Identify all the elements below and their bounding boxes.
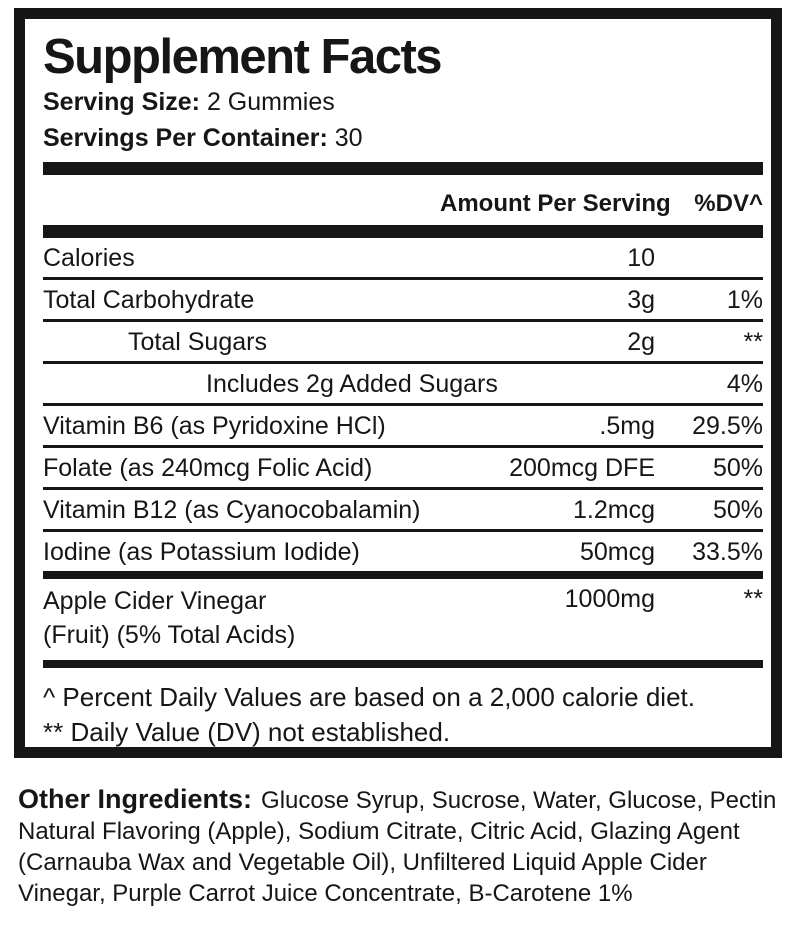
servings-per-container-line: Servings Per Container: 30 [43, 122, 763, 155]
footnote-daily-values: ^ Percent Daily Values are based on a 2,… [43, 682, 695, 713]
nutrient-amount: 2g [627, 328, 655, 357]
nutrient-name: Total Sugars [128, 328, 267, 357]
nutrient-dv: ** [743, 585, 763, 614]
panel-title: Supplement Facts [43, 30, 443, 84]
divider-medium-2 [43, 660, 763, 669]
nutrient-amount: 1.2mcg [573, 496, 655, 525]
divider-thick-header [43, 225, 763, 239]
footnotes: ^ Percent Daily Values are based on a 2,… [43, 668, 763, 748]
column-header-row: Amount Per Serving %DV^ [43, 175, 763, 225]
nutrient-row-folate: Folate (as 240mcg Folic Acid) 200mcg DFE… [43, 448, 763, 491]
other-ingredients-text: Glucose Syrup, Sucrose, Water, Glucose, … [18, 787, 777, 907]
serving-size-line: Serving Size: 2 Gummies [43, 86, 763, 119]
nutrient-row-vitamin-b12: Vitamin B12 (as Cyanocobalamin) 1.2mcg 5… [43, 490, 763, 533]
amount-column-header: Amount Per Serving [440, 190, 671, 218]
nutrient-amount: 50mcg [579, 538, 655, 567]
nutrient-name: Vitamin B12 (as Cyanocobalamin) [43, 496, 421, 525]
nutrient-name: Iodine (as Potassium Iodide) [43, 538, 360, 567]
nutrient-dv: 50% [712, 454, 763, 483]
divider-thick-top [43, 162, 763, 176]
nutrient-row-added-sugars: Includes 2g Added Sugars 4% [43, 364, 763, 407]
nutrient-amount: 1000mg [564, 585, 655, 614]
nutrient-row-total-carbohydrate: Total Carbohydrate 3g 1% [43, 280, 763, 323]
nutrient-dv: 33.5% [692, 538, 763, 567]
nutrient-name: Total Carbohydrate [43, 286, 255, 315]
nutrient-row-calories: Calories 10 [43, 238, 763, 281]
other-ingredients-heading: Other Ingredients: [18, 784, 253, 814]
nutrient-row-apple-cider-vinegar: Apple Cider Vinegar (Fruit) (5% Total Ac… [43, 579, 763, 660]
nutrient-dv: 29.5% [692, 412, 763, 441]
footnote-dv-not-established: ** Daily Value (DV) not established. [43, 717, 451, 748]
supplement-facts-panel: Supplement Facts Serving Size: 2 Gummies… [14, 8, 782, 758]
servings-per-container-value: 30 [334, 124, 363, 153]
nutrient-name: Vitamin B6 (as Pyridoxine HCl) [43, 412, 386, 441]
nutrient-name: Folate (as 240mcg Folic Acid) [43, 454, 373, 483]
nutrient-row-total-sugars: Total Sugars 2g ** [43, 322, 763, 365]
nutrient-amount: 10 [627, 244, 655, 273]
servings-per-container-label: Servings Per Container: [43, 124, 328, 153]
nutrient-amount: 200mcg DFE [509, 454, 655, 483]
nutrient-row-iodine: Iodine (as Potassium Iodide) 50mcg 33.5% [43, 532, 763, 571]
divider-medium-1 [43, 571, 763, 580]
nutrient-name-line1: Apple Cider Vinegar [43, 587, 267, 616]
nutrient-dv: 50% [712, 496, 763, 525]
nutrient-name: Apple Cider Vinegar (Fruit) (5% Total Ac… [43, 584, 440, 652]
nutrient-name: Calories [43, 244, 135, 273]
nutrient-dv: ** [743, 328, 763, 357]
nutrient-name-line2: (Fruit) (5% Total Acids) [43, 621, 296, 650]
nutrient-amount: .5mg [599, 412, 655, 441]
serving-size-value: 2 Gummies [206, 87, 335, 116]
nutrient-row-vitamin-b6: Vitamin B6 (as Pyridoxine HCl) .5mg 29.5… [43, 406, 763, 449]
nutrient-dv: 1% [726, 286, 763, 315]
nutrient-amount: 3g [627, 286, 655, 315]
other-ingredients-section: Other Ingredients: Glucose Syrup, Sucrose… [18, 784, 782, 909]
nutrient-name: Includes 2g Added Sugars [206, 370, 498, 399]
nutrient-dv: 4% [726, 370, 763, 399]
serving-size-label: Serving Size: [43, 87, 200, 116]
dv-column-header: %DV^ [694, 190, 763, 218]
